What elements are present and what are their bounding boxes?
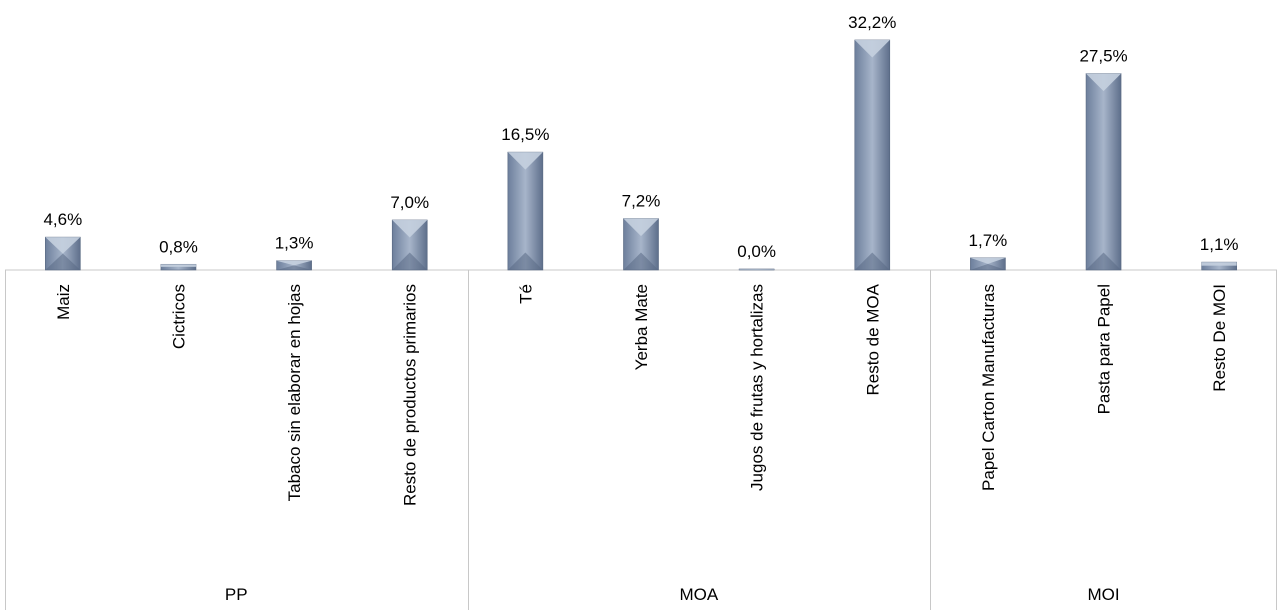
data-label: 0,0%	[737, 242, 776, 261]
category-label: Té	[516, 284, 535, 304]
bar	[738, 268, 775, 271]
group-label: PP	[225, 585, 248, 604]
category-label: Resto De MOI	[1210, 284, 1229, 392]
data-labels: 4,6% 0,8% 1,3% 7,0% 16,5% 7,2% 0,0% 32,2% 1,7% 27…	[43, 13, 1238, 261]
bar	[623, 218, 659, 271]
category-label: Maiz	[54, 284, 73, 320]
group-label: MOA	[679, 585, 718, 604]
bar	[45, 236, 81, 271]
bar-series	[45, 39, 1237, 271]
category-label: Papel Carton Manufacturas	[979, 284, 998, 491]
group-labels: PP MOA MOI	[225, 585, 1120, 604]
data-label: 4,6%	[43, 210, 82, 229]
bar	[1201, 261, 1237, 271]
data-label: 16,5%	[501, 125, 549, 144]
data-label: 0,8%	[159, 237, 198, 256]
bar	[854, 39, 891, 271]
group-label: MOI	[1087, 585, 1119, 604]
data-label: 1,3%	[275, 234, 314, 253]
category-label: Yerba Mate	[632, 284, 651, 370]
bar	[276, 260, 312, 271]
data-label: 27,5%	[1079, 47, 1127, 66]
category-label: Resto de productos primarios	[401, 284, 420, 506]
bar	[1085, 73, 1122, 271]
category-label: Cictricos	[169, 284, 188, 349]
category-label: Tabaco sin elaborar en hojas	[285, 284, 304, 501]
bar	[160, 263, 197, 271]
data-label: 1,1%	[1200, 235, 1239, 254]
category-label: Pasta para Papel	[1095, 284, 1114, 414]
category-label: Resto de MOA	[863, 283, 882, 395]
data-label: 32,2%	[848, 13, 896, 32]
bar	[507, 151, 544, 271]
bar	[970, 257, 1006, 271]
data-label: 7,0%	[390, 193, 429, 212]
category-labels: Maiz Cictricos Tabaco sin elaborar en hoja…	[54, 283, 1229, 506]
data-label: 7,2%	[622, 192, 661, 211]
category-label: Jugos de frutas y hortalizas	[748, 284, 767, 491]
data-label: 1,7%	[969, 231, 1008, 250]
bar	[391, 219, 428, 271]
